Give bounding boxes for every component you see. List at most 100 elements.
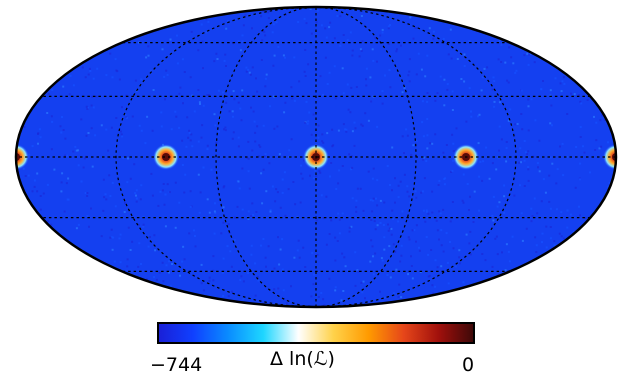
noise-speck bbox=[126, 18, 129, 21]
noise-speck bbox=[560, 90, 563, 93]
noise-speck bbox=[100, 235, 103, 238]
noise-speck bbox=[351, 54, 354, 57]
noise-speck bbox=[507, 119, 510, 122]
noise-speck bbox=[22, 292, 25, 295]
noise-speck bbox=[242, 297, 245, 300]
noise-speck bbox=[178, 126, 181, 129]
noise-speck bbox=[171, 263, 174, 265]
noise-speck bbox=[84, 76, 87, 79]
noise-speck bbox=[275, 188, 278, 191]
noise-speck bbox=[322, 93, 324, 96]
noise-speck bbox=[593, 220, 596, 223]
noise-speck bbox=[606, 250, 608, 253]
noise-speck bbox=[360, 123, 363, 126]
noise-speck bbox=[559, 22, 562, 25]
noise-speck bbox=[202, 104, 205, 107]
noise-speck bbox=[17, 192, 19, 195]
noise-speck bbox=[411, 277, 414, 280]
noise-speck bbox=[554, 77, 557, 80]
noise-speck bbox=[193, 110, 196, 113]
noise-speck bbox=[536, 162, 539, 165]
noise-speck bbox=[410, 255, 412, 258]
noise-speck bbox=[382, 224, 385, 226]
noise-speck bbox=[348, 230, 351, 233]
noise-speck bbox=[434, 259, 437, 262]
noise-speck bbox=[159, 295, 162, 298]
noise-speck bbox=[80, 306, 83, 307]
noise-speck bbox=[273, 267, 276, 270]
noise-speck bbox=[568, 69, 571, 72]
noise-speck bbox=[376, 179, 379, 182]
noise-speck bbox=[600, 91, 603, 94]
noise-speck bbox=[334, 97, 337, 100]
noise-speck bbox=[164, 193, 167, 196]
noise-speck bbox=[307, 63, 310, 66]
noise-speck bbox=[362, 280, 365, 283]
noise-speck bbox=[602, 260, 605, 263]
noise-speck bbox=[446, 88, 449, 91]
noise-speck bbox=[247, 210, 250, 213]
noise-speck bbox=[399, 260, 402, 263]
noise-speck bbox=[203, 302, 205, 305]
noise-speck bbox=[281, 268, 284, 271]
noise-speck bbox=[538, 139, 541, 142]
noise-speck bbox=[191, 94, 194, 97]
noise-speck bbox=[350, 168, 353, 171]
noise-speck bbox=[424, 12, 427, 15]
noise-speck bbox=[365, 67, 368, 70]
noise-speck bbox=[120, 133, 123, 136]
noise-speck bbox=[247, 68, 250, 71]
noise-speck bbox=[438, 210, 441, 213]
noise-speck bbox=[133, 163, 136, 166]
noise-speck bbox=[261, 202, 264, 205]
noise-speck bbox=[178, 92, 181, 95]
noise-speck bbox=[462, 281, 465, 284]
noise-speck bbox=[578, 205, 580, 208]
noise-speck bbox=[252, 110, 255, 113]
noise-speck bbox=[500, 61, 503, 63]
noise-speck bbox=[142, 27, 145, 30]
noise-speck bbox=[37, 142, 39, 145]
noise-speck bbox=[509, 108, 512, 111]
noise-speck bbox=[67, 177, 70, 180]
noise-speck bbox=[276, 125, 279, 128]
noise-speck bbox=[485, 146, 488, 149]
noise-speck bbox=[355, 86, 358, 88]
noise-speck bbox=[312, 283, 315, 286]
noise-speck bbox=[481, 76, 484, 79]
noise-speck bbox=[137, 288, 140, 291]
noise-speck bbox=[576, 293, 579, 296]
noise-speck bbox=[284, 13, 287, 16]
noise-speck bbox=[574, 306, 576, 307]
noise-speck bbox=[372, 167, 375, 170]
noise-speck bbox=[415, 224, 418, 227]
noise-speck bbox=[114, 205, 117, 208]
noise-speck bbox=[324, 27, 327, 30]
noise-speck bbox=[135, 194, 137, 197]
noise-speck bbox=[33, 179, 36, 182]
noise-speck bbox=[527, 105, 530, 108]
noise-speck bbox=[313, 273, 316, 276]
noise-speck bbox=[127, 226, 130, 229]
noise-speck bbox=[262, 124, 265, 127]
noise-speck bbox=[186, 116, 189, 119]
noise-speck bbox=[248, 71, 251, 74]
noise-speck bbox=[52, 34, 54, 37]
noise-speck bbox=[241, 40, 244, 43]
noise-speck bbox=[523, 54, 526, 57]
noise-speck bbox=[552, 282, 555, 285]
noise-speck bbox=[353, 121, 356, 124]
noise-speck bbox=[264, 153, 267, 156]
noise-speck bbox=[293, 56, 296, 59]
noise-speck bbox=[311, 251, 314, 254]
noise-speck bbox=[264, 85, 267, 88]
noise-speck bbox=[312, 177, 315, 180]
noise-speck bbox=[589, 36, 592, 39]
noise-speck bbox=[422, 156, 425, 159]
noise-speck bbox=[523, 140, 526, 142]
noise-speck bbox=[85, 18, 88, 21]
noise-speck bbox=[197, 89, 200, 91]
noise-speck bbox=[42, 192, 45, 195]
noise-speck bbox=[426, 92, 429, 94]
noise-speck bbox=[470, 115, 473, 118]
